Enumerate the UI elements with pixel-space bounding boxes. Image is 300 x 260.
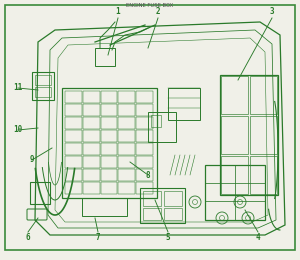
Bar [65,156,82,168]
Bar [83,117,100,129]
Bar [83,169,100,181]
Bar [100,91,117,103]
Text: 6: 6 [26,233,30,243]
Bar [220,75,278,195]
Bar [143,208,161,220]
Bar [100,169,117,181]
Bar [83,91,100,103]
Bar [62,88,157,198]
Bar [136,169,153,181]
Bar [65,169,82,181]
Bar [83,156,100,168]
Bar [65,130,82,142]
Bar [100,130,117,142]
Bar [100,143,117,155]
Text: 8: 8 [146,171,150,179]
Bar [140,188,185,223]
Bar [136,91,153,103]
Text: 2: 2 [156,8,160,16]
Text: 1: 1 [116,8,120,16]
Bar [250,76,277,114]
Bar [32,72,54,100]
Bar [136,104,153,116]
Bar [118,169,135,181]
Bar [118,182,135,194]
Text: 4: 4 [256,233,260,243]
Bar [250,156,277,194]
Bar [118,117,135,129]
Bar [100,104,117,116]
Bar [118,156,135,168]
Bar [221,116,248,154]
Bar [100,117,117,129]
Bar [168,88,200,120]
Bar [221,156,248,194]
Bar [65,91,82,103]
Bar [30,182,50,204]
Bar [65,117,82,129]
Bar [136,117,153,129]
Bar [65,104,82,116]
Bar [65,143,82,155]
Bar [136,182,153,194]
Bar [83,104,100,116]
Text: 10: 10 [14,126,22,134]
Bar [83,182,100,194]
Bar [148,112,176,142]
Bar [100,182,117,194]
Bar [136,143,153,155]
Bar [35,87,51,97]
Bar [164,191,182,206]
Bar [35,75,51,85]
Bar [151,115,161,127]
Bar [250,116,277,154]
Bar [65,182,82,194]
Text: 7: 7 [96,233,100,243]
Bar [118,130,135,142]
Bar [143,191,161,206]
Bar [136,156,153,168]
Text: 9: 9 [30,155,34,165]
Bar [205,165,265,220]
Text: 3: 3 [270,8,274,16]
Text: 5: 5 [166,233,170,243]
Bar [118,91,135,103]
Bar [136,130,153,142]
Text: ENGINE FUSE BOX: ENGINE FUSE BOX [126,3,174,8]
Bar [118,143,135,155]
Bar [100,156,117,168]
Bar [83,143,100,155]
Bar [164,208,182,220]
Text: 11: 11 [14,83,22,93]
Bar [221,76,248,114]
Bar [95,48,115,66]
Bar [83,130,100,142]
Bar [118,104,135,116]
Bar [82,198,127,216]
